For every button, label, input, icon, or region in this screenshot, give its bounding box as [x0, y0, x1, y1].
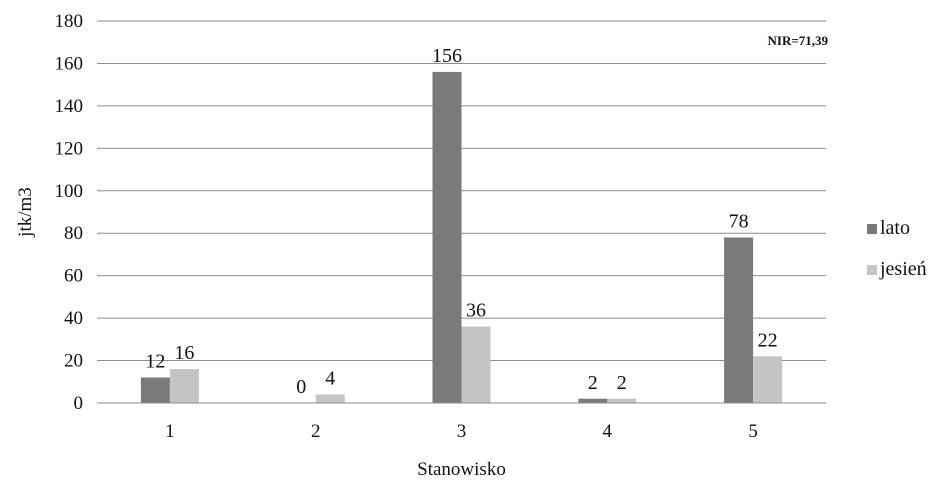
bar-jesień-3: [461, 326, 491, 403]
data-labels: 12 16 0 4 156 36 2 2 78 22: [145, 45, 777, 398]
y-tick-label: 140: [55, 96, 84, 117]
y-axis-tick-labels: 0 20 40 60 80 100 120 140 160 180: [55, 11, 84, 414]
y-axis-title: jtk/m3: [15, 187, 36, 238]
y-tick-label: 60: [64, 266, 83, 287]
x-axis-title: Stanowisko: [417, 459, 506, 480]
bar-jesień-2: [315, 394, 345, 403]
bars: [140, 71, 783, 403]
data-label-jesień-5: 22: [758, 329, 778, 351]
y-tick-label: 120: [55, 138, 84, 159]
y-tick-label: 0: [74, 393, 84, 414]
y-tick-label: 40: [64, 308, 83, 329]
legend-swatch-jesień: [867, 265, 877, 275]
legend-swatch-lato: [867, 224, 877, 234]
data-label-lato-3: 156: [432, 45, 462, 67]
data-label-jesień-3: 36: [466, 300, 486, 322]
y-tick-label: 180: [55, 11, 84, 32]
bar-jesień-1: [169, 369, 199, 403]
data-label-lato-2: 0: [296, 376, 306, 398]
data-label-lato-4: 2: [588, 372, 598, 394]
data-label-lato-5: 78: [729, 210, 749, 232]
legend: lato jesień: [867, 217, 927, 280]
bar-lato-5: [724, 237, 754, 403]
data-label-jesień-1: 16: [174, 342, 194, 364]
x-tick-label: 5: [748, 421, 758, 442]
legend-label-jesień: jesień: [879, 258, 927, 280]
bar-jesień-4: [607, 398, 637, 403]
bar-lato-4: [578, 398, 608, 403]
data-label-jesień-2: 4: [325, 368, 335, 390]
x-tick-label: 2: [311, 421, 321, 442]
legend-label-lato: lato: [880, 217, 910, 239]
y-tick-label: 80: [64, 223, 83, 244]
y-tick-label: 160: [55, 53, 84, 74]
data-label-jesień-4: 2: [617, 372, 627, 394]
y-tick-label: 100: [55, 181, 84, 202]
data-label-lato-1: 12: [145, 351, 165, 373]
x-tick-label: 3: [457, 421, 467, 442]
y-tick-label: 20: [64, 351, 83, 372]
bar-jesień-5: [753, 356, 783, 403]
x-tick-label: 1: [165, 421, 175, 442]
bar-lato-3: [432, 71, 462, 403]
x-tick-label: 4: [603, 421, 613, 442]
bar-lato-1: [140, 377, 170, 403]
x-axis-tick-labels: 1 2 3 4 5: [165, 421, 758, 442]
nir-annotation: NIR=71,39: [768, 33, 829, 48]
